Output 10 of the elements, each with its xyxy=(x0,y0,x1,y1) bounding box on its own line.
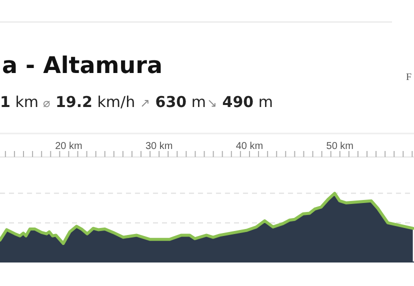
text: ↘ 490 m xyxy=(207,93,273,111)
chart-title: a - Altamura xyxy=(2,53,162,79)
x-tick-label: 20 km xyxy=(55,141,82,152)
text: ⌀ 19.2 km/h xyxy=(43,93,136,111)
text: 1 km xyxy=(0,93,39,111)
x-tick-label: 30 km xyxy=(145,141,173,152)
text: ↗ 630 m xyxy=(140,93,206,111)
text: F xyxy=(406,72,412,83)
x-tick-label: 50 km xyxy=(326,141,354,152)
x-tick-label: 40 km xyxy=(236,141,264,152)
